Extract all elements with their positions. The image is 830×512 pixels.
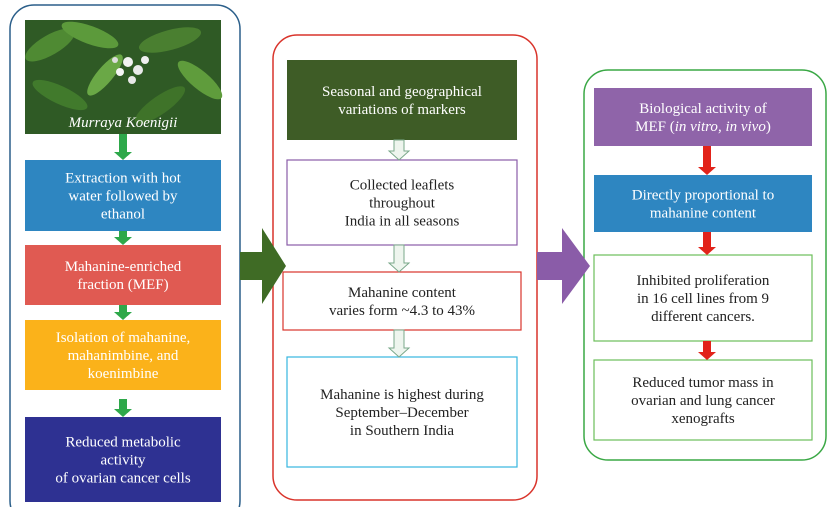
box-text: water followed by: [68, 189, 178, 205]
box-text: in Southern India: [350, 423, 454, 439]
text-segment: Collected leaflets: [350, 178, 455, 194]
text-segment: varies form ~4.3 to 43%: [329, 303, 475, 319]
text-segment: Reduced tumor mass in: [632, 375, 774, 391]
box-text: variations of markers: [338, 102, 466, 118]
flow-arrow: [387, 329, 411, 358]
text-segment: Mahanine-enriched: [65, 259, 182, 275]
box-text: Isolation of mahanine,: [56, 330, 191, 346]
box-text: fraction (MEF): [77, 277, 168, 293]
box-text: Directly proportional to: [632, 188, 774, 204]
box: [25, 417, 221, 502]
text-segment: Seasonal and geographical: [322, 84, 482, 100]
box-text: Mahanine content: [348, 285, 457, 301]
text-segment: mahanimbine, and: [68, 348, 179, 364]
flow-arrow: [698, 146, 716, 175]
box: [594, 175, 812, 232]
text-segment: in vivo: [725, 119, 766, 135]
text-segment: in Southern India: [350, 423, 454, 439]
flow-arrow: [114, 305, 132, 320]
text-segment: xenografts: [671, 411, 734, 427]
text-segment: Directly proportional to: [632, 188, 774, 204]
text-segment: India in all seasons: [345, 214, 460, 230]
image-caption: Murraya Koenigii: [68, 115, 178, 131]
box-text: throughout: [369, 196, 436, 212]
box-text: Mahanine is highest during: [320, 387, 484, 403]
flow-arrow: [387, 139, 411, 161]
box-text: koenimbine: [88, 366, 159, 382]
flow-arrow: [698, 341, 716, 360]
flow-arrow: [114, 399, 132, 417]
connector-arrow: [537, 228, 590, 304]
text-segment: Mahanine content: [348, 285, 457, 301]
box-text: mahanine content: [650, 206, 757, 222]
text-segment: of ovarian cancer cells: [55, 471, 190, 487]
box-text: xenografts: [671, 411, 734, 427]
text-segment: Reduced metabolic: [65, 435, 181, 451]
text-segment: in 16 cell lines from 9: [637, 291, 769, 307]
text-segment: September–December: [335, 405, 468, 421]
text-segment: ovarian and lung cancer: [631, 393, 775, 409]
box: [25, 320, 221, 390]
text-segment: Extraction with hot: [65, 171, 182, 187]
box-text: Reduced metabolic: [65, 435, 181, 451]
box-text: September–December: [335, 405, 468, 421]
box-text: in 16 cell lines from 9: [637, 291, 769, 307]
text-segment: ): [766, 119, 771, 135]
box-text: varies form ~4.3 to 43%: [329, 303, 475, 319]
plant-image: [25, 20, 223, 134]
text-segment: activity: [101, 453, 146, 469]
box-text: Reduced tumor mass in: [632, 375, 774, 391]
box: [286, 356, 518, 468]
box-text: Biological activity of: [639, 101, 766, 117]
box: [594, 88, 812, 146]
flow-arrow: [114, 231, 132, 245]
text-segment: koenimbine: [88, 366, 159, 382]
text-segment: Isolation of mahanine,: [56, 330, 191, 346]
connector-arrow: [240, 228, 286, 304]
text-segment: water followed by: [68, 189, 178, 205]
box-text: MEF (in vitro, in vivo): [635, 119, 771, 135]
text-segment: Mahanine is highest during: [320, 387, 484, 403]
box-text: ovarian and lung cancer: [631, 393, 775, 409]
text-segment: different cancers.: [651, 309, 755, 325]
box-text: India in all seasons: [345, 214, 460, 230]
box: [593, 359, 813, 441]
text-segment: MEF (: [635, 119, 675, 135]
box-text: Collected leaflets: [350, 178, 455, 194]
text-segment: ethanol: [101, 207, 145, 223]
box-text: activity: [101, 453, 146, 469]
box: [25, 245, 221, 305]
box: [593, 254, 813, 342]
box: [286, 159, 518, 246]
flow-arrow: [114, 134, 132, 160]
text-segment: in vitro: [675, 119, 719, 135]
box-text: ethanol: [101, 207, 145, 223]
box: [287, 60, 517, 140]
text-segment: fraction (MEF): [77, 277, 168, 293]
box-text: of ovarian cancer cells: [55, 471, 190, 487]
text-segment: Biological activity of: [639, 101, 766, 117]
box-text: Mahanine-enriched: [65, 259, 182, 275]
text-segment: variations of markers: [338, 102, 466, 118]
text-segment: Inhibited proliferation: [637, 273, 770, 289]
box: [282, 271, 522, 331]
box-text: mahanimbine, and: [68, 348, 179, 364]
box-text: Seasonal and geographical: [322, 84, 482, 100]
flow-arrow: [698, 232, 716, 255]
text-segment: mahanine content: [650, 206, 757, 222]
box-text: Inhibited proliferation: [637, 273, 770, 289]
box-text: different cancers.: [651, 309, 755, 325]
text-segment: ,: [718, 119, 726, 135]
box: [25, 160, 221, 231]
box-text: Extraction with hot: [65, 171, 182, 187]
text-segment: throughout: [369, 196, 436, 212]
flow-arrow: [387, 244, 411, 273]
